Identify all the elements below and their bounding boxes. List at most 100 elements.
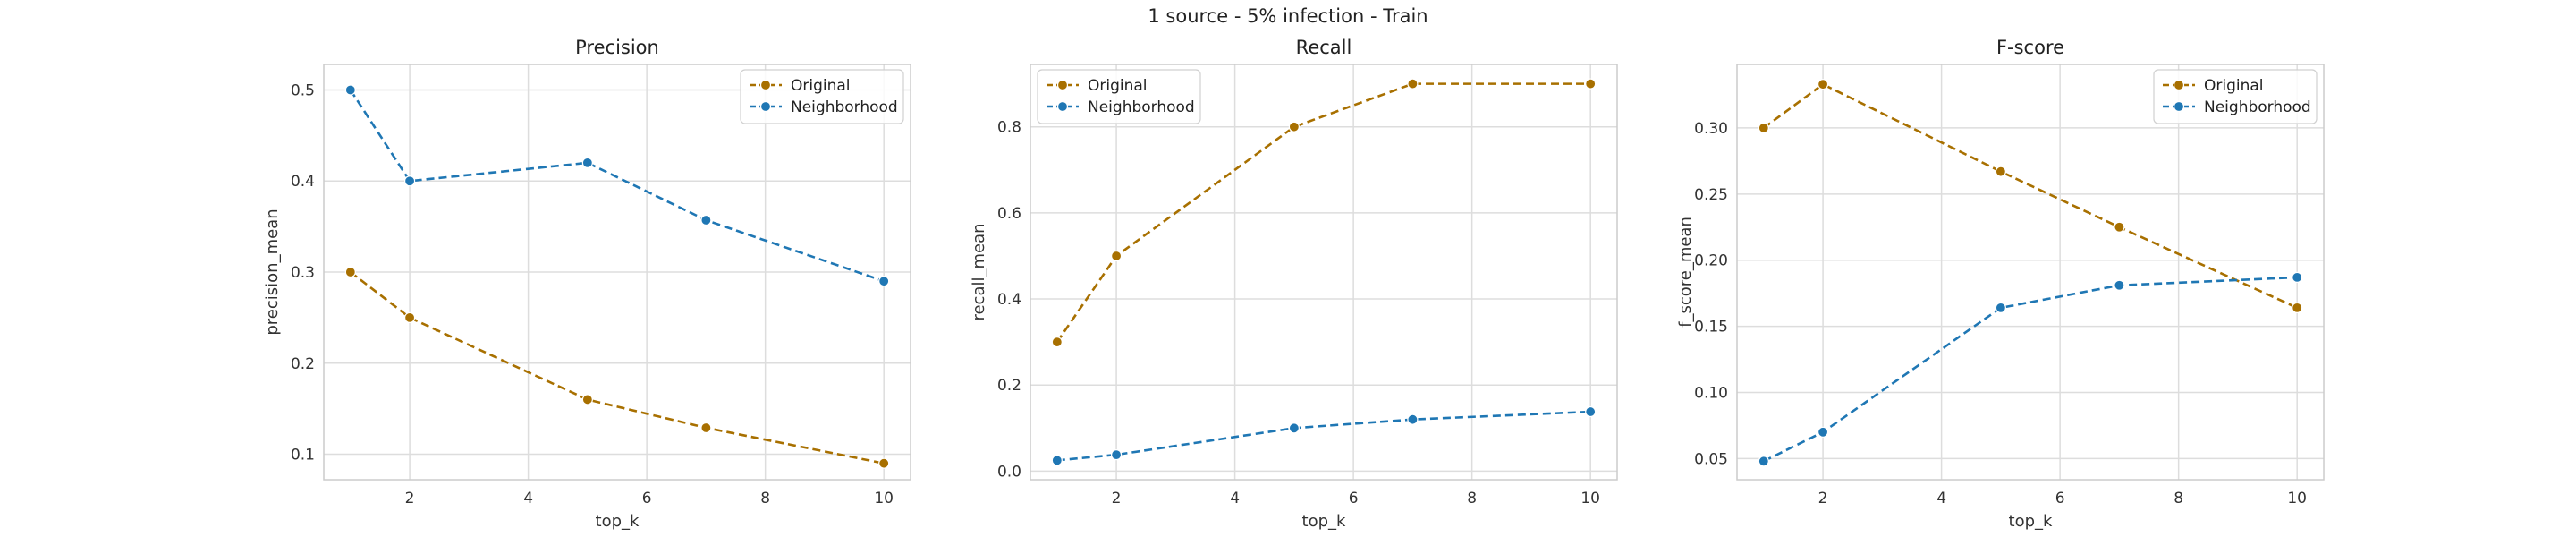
recall-neighborhood-point: [1407, 413, 1419, 425]
precision-legend: Original Neighborhood: [740, 69, 904, 124]
fscore-legend: Original Neighborhood: [2153, 69, 2318, 124]
precision-ylabel: precision_mean: [263, 209, 282, 335]
fscore-original-point: [1817, 79, 1829, 90]
figure-suptitle: 1 source - 5% infection - Train: [1148, 5, 1428, 27]
precision-chart: 2 4 6 8 10 0.1 0.2 0.3 0.4 0.5 Precision top_k preci…: [263, 37, 911, 531]
precision-original-point: [581, 394, 593, 405]
recall-legend-neighborhood-label: Neighborhood: [1088, 98, 1195, 116]
recall-ytick-label: 0.4: [997, 291, 1021, 309]
precision-neighborhood-line: [349, 89, 885, 283]
precision-xlabel: top_k: [596, 512, 640, 531]
fscore-original-point: [1758, 122, 1769, 134]
fscore-xtick-label: 10: [2287, 490, 2307, 507]
precision-xtick-label: 8: [760, 490, 770, 507]
fscore-legend-neighborhood-marker: [2173, 100, 2185, 113]
fscore-xtick-label: 8: [2174, 490, 2183, 507]
fscore-ytick-label: 0.30: [1694, 120, 1728, 138]
precision-neighborhood-point: [581, 157, 593, 168]
fscore-ytick-label: 0.10: [1694, 384, 1728, 402]
recall-ytick-label: 0.0: [997, 463, 1021, 481]
recall-legend-neighborhood-marker: [1056, 100, 1069, 113]
fscore-original-point: [2114, 221, 2125, 233]
fscore-original-point: [2292, 302, 2303, 313]
precision-legend-box: [740, 69, 904, 124]
precision-legend-neighborhood-label: Neighborhood: [791, 98, 898, 116]
fscore-legend-original-marker: [2173, 79, 2185, 91]
recall-original-line: [1055, 82, 1591, 343]
recall-ytick-label: 0.8: [997, 119, 1021, 137]
precision-xtick-label: 2: [405, 490, 415, 507]
fscore-ytick-label: 0.25: [1694, 186, 1728, 204]
fscore-axes-frame: [1736, 64, 2325, 481]
fscore-ytick-label: 0.15: [1694, 319, 1728, 337]
recall-ytick-label: 0.6: [997, 205, 1021, 223]
fscore-neighborhood-point: [1995, 302, 2006, 313]
recall-neighborhood-line: [1056, 410, 1591, 462]
precision-legend-neighborhood-marker: [759, 100, 772, 113]
recall-legend-original-label: Original: [1088, 77, 1148, 95]
recall-legend-box: [1037, 69, 1201, 124]
fscore-neighborhood-point: [2114, 279, 2125, 291]
fscore-legend-neighborhood-label: Neighborhood: [2204, 98, 2311, 116]
fscore-xtick-label: 6: [2055, 490, 2065, 507]
recall-ytick-label: 0.2: [997, 377, 1021, 395]
recall-original-point: [1407, 78, 1419, 90]
fscore-ytick-label: 0.05: [1694, 450, 1728, 468]
precision-ytick-label: 0.4: [291, 173, 315, 191]
recall-chart: 2 4 6 8 10 0.0 0.2 0.4 0.6 0.8 Recall top_k recall_m…: [970, 37, 1618, 531]
precision-ytick-label: 0.5: [291, 81, 315, 99]
recall-title: Recall: [1296, 37, 1352, 58]
fscore-title: F-score: [1996, 37, 2064, 58]
recall-original-point: [1110, 250, 1123, 262]
fscore-legend-box: [2153, 69, 2318, 124]
fscore-xtick-label: 2: [1818, 490, 1828, 507]
precision-title: Precision: [575, 37, 659, 58]
recall-xtick-label: 2: [1112, 490, 1122, 507]
fscore-neighborhood-line: [1763, 276, 2298, 463]
fscore-chart: 2 4 6 8 10 0.05 0.10 0.15 0.20 0.25 0.30 F-score top…: [1676, 37, 2325, 531]
recall-neighborhood-point: [1051, 455, 1063, 466]
recall-ylabel: recall_mean: [970, 223, 988, 320]
precision-neighborhood-point: [878, 276, 890, 287]
recall-legend-original-marker: [1056, 79, 1069, 91]
fscore-xtick-label: 4: [1936, 490, 1946, 507]
precision-xtick-label: 6: [642, 490, 652, 507]
fscore-legend-original-label: Original: [2204, 77, 2264, 95]
recall-neighborhood-point: [1288, 422, 1300, 434]
precision-original-point: [878, 457, 890, 469]
fscore-original-point: [1995, 166, 2006, 177]
precision-neighborhood-point: [344, 84, 356, 96]
recall-neighborhood-point: [1585, 405, 1597, 418]
fscore-neighborhood-point: [2292, 271, 2303, 284]
fscore-neighborhood-point: [1817, 426, 1829, 438]
recall-xlabel: top_k: [1302, 512, 1346, 531]
fscore-xlabel: top_k: [2009, 512, 2053, 531]
precision-axes-frame: [323, 64, 911, 481]
fscore-original-line: [1763, 82, 2298, 310]
recall-axes-frame: [1030, 64, 1618, 481]
recall-legend: Original Neighborhood: [1037, 69, 1201, 124]
precision-ytick-label: 0.1: [291, 447, 315, 465]
precision-original-point: [700, 422, 712, 434]
recall-original-point: [1585, 78, 1597, 90]
precision-xtick-label: 10: [874, 490, 894, 507]
recall-xtick-label: 8: [1467, 490, 1477, 507]
precision-original-line: [350, 270, 885, 465]
precision-original-point: [344, 266, 356, 278]
precision-neighborhood-point: [700, 214, 712, 226]
recall-neighborhood-point: [1110, 449, 1123, 461]
fscore-ylabel: f_score_mean: [1676, 217, 1695, 328]
fscore-neighborhood-point: [1758, 456, 1769, 467]
precision-ytick-label: 0.3: [291, 264, 315, 282]
precision-neighborhood-point: [403, 175, 416, 187]
recall-xtick-label: 4: [1230, 490, 1240, 507]
precision-legend-original-label: Original: [791, 77, 851, 95]
recall-original-point: [1051, 337, 1063, 348]
fscore-ytick-label: 0.20: [1694, 252, 1728, 270]
precision-xtick-label: 4: [523, 490, 533, 507]
precision-original-point: [403, 311, 416, 323]
precision-legend-original-marker: [759, 79, 772, 91]
recall-xtick-label: 10: [1580, 490, 1600, 507]
precision-ytick-label: 0.2: [291, 355, 315, 373]
